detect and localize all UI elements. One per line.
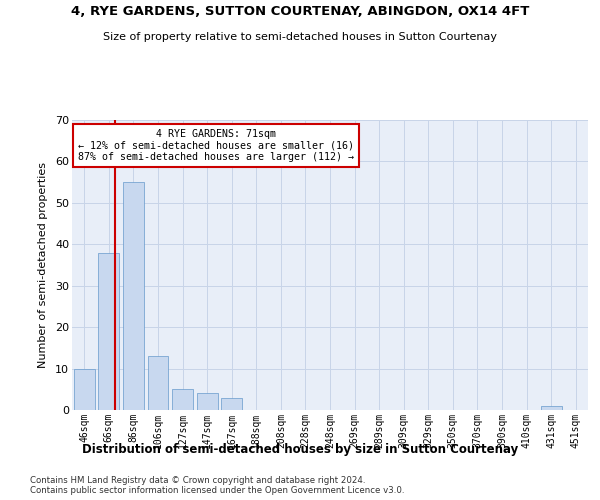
Text: Contains HM Land Registry data © Crown copyright and database right 2024.
Contai: Contains HM Land Registry data © Crown c… — [30, 476, 404, 495]
Text: Size of property relative to semi-detached houses in Sutton Courtenay: Size of property relative to semi-detach… — [103, 32, 497, 42]
Bar — [541, 406, 562, 410]
Text: Distribution of semi-detached houses by size in Sutton Courtenay: Distribution of semi-detached houses by … — [82, 442, 518, 456]
Bar — [123, 182, 144, 410]
Text: 4, RYE GARDENS, SUTTON COURTENAY, ABINGDON, OX14 4FT: 4, RYE GARDENS, SUTTON COURTENAY, ABINGD… — [71, 5, 529, 18]
Bar — [74, 368, 95, 410]
Bar — [221, 398, 242, 410]
Bar — [172, 390, 193, 410]
Text: 4 RYE GARDENS: 71sqm
← 12% of semi-detached houses are smaller (16)
87% of semi-: 4 RYE GARDENS: 71sqm ← 12% of semi-detac… — [79, 128, 355, 162]
Y-axis label: Number of semi-detached properties: Number of semi-detached properties — [38, 162, 48, 368]
Bar — [148, 356, 169, 410]
Bar — [197, 394, 218, 410]
Bar — [98, 252, 119, 410]
